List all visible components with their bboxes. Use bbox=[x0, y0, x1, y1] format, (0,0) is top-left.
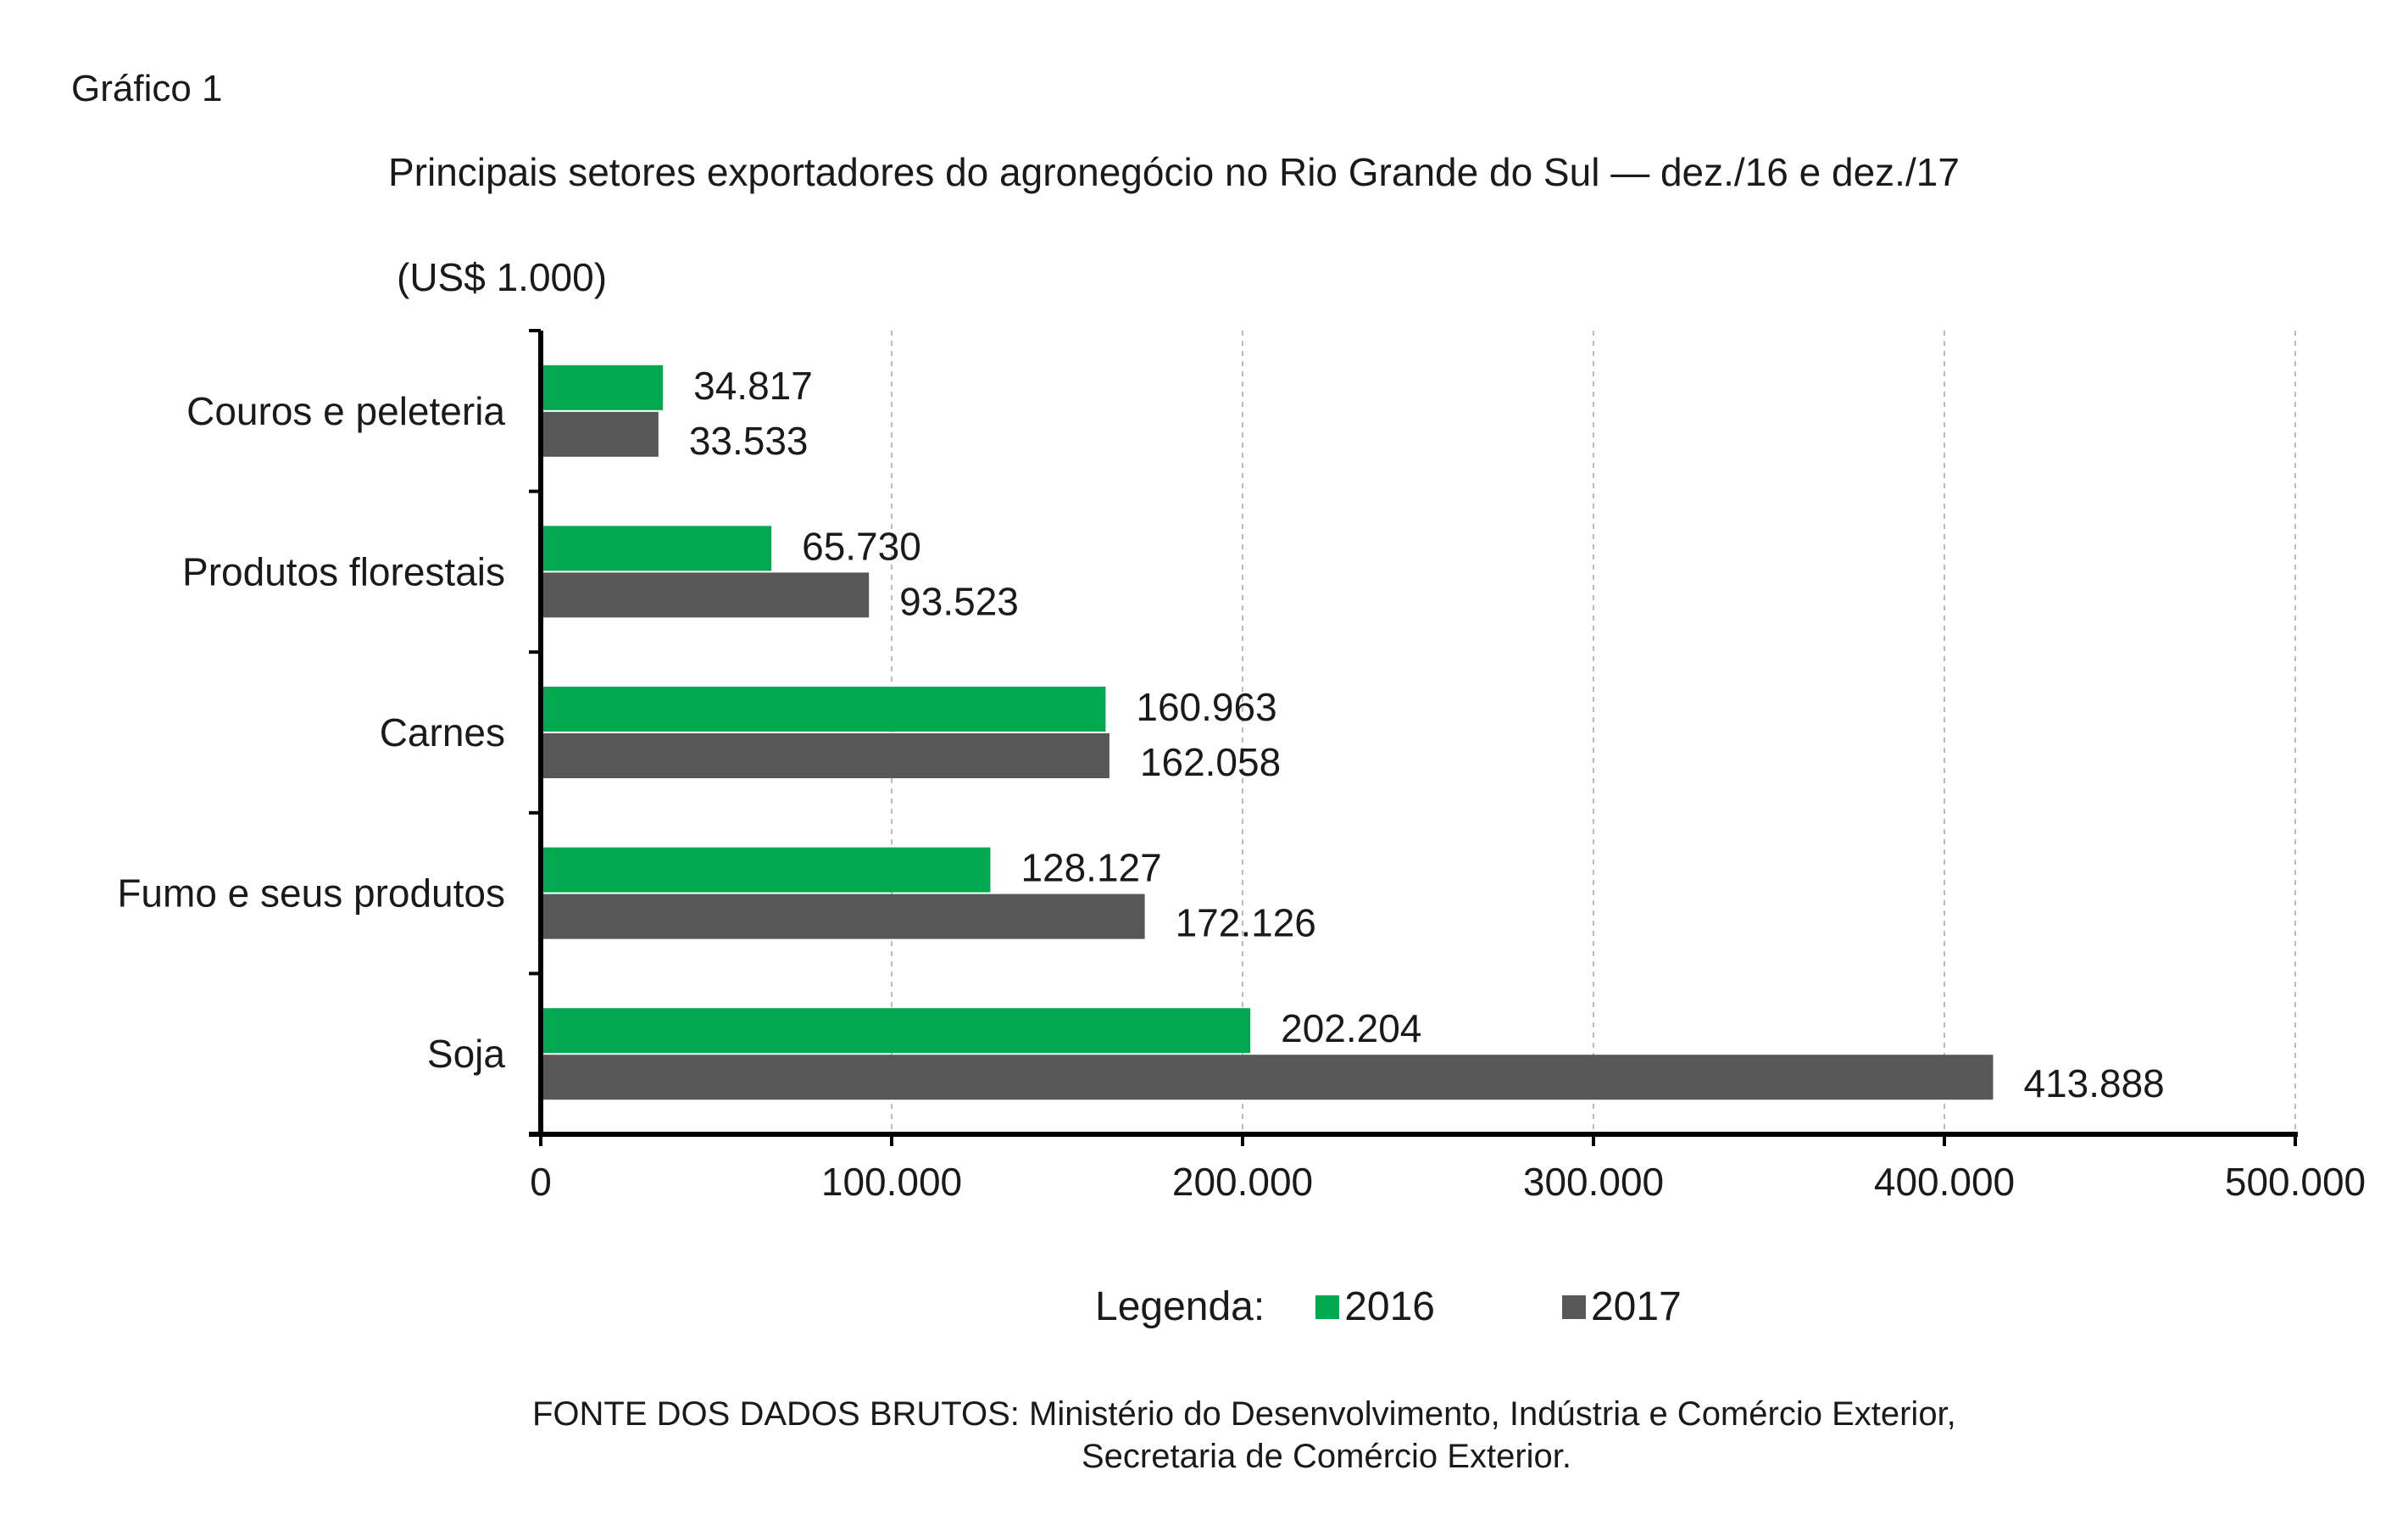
category-label: Produtos florestais bbox=[182, 549, 505, 593]
legend-swatch-2017 bbox=[1561, 1294, 1586, 1319]
data-label-2017: 93.523 bbox=[899, 579, 1019, 623]
bar-2016 bbox=[541, 526, 772, 571]
axes bbox=[529, 329, 2298, 1146]
data-label-2016: 160.963 bbox=[1136, 685, 1276, 729]
legend-swatch-2016 bbox=[1315, 1294, 1340, 1319]
data-label-2016: 128.127 bbox=[1020, 846, 1161, 890]
x-tick-label: 100.000 bbox=[821, 1160, 962, 1204]
category-label: Carnes bbox=[380, 710, 505, 754]
bar-2016 bbox=[541, 687, 1106, 732]
chart-title: Principais setores exportadores do agron… bbox=[388, 150, 1960, 194]
data-label-2016: 34.817 bbox=[693, 364, 813, 408]
legend-item-2016: 2016 bbox=[1315, 1283, 1435, 1330]
legend-item-2017: 2017 bbox=[1561, 1283, 1682, 1330]
source-note-line2: Secretaria de Comércio Exterior. bbox=[1082, 1438, 1572, 1475]
bar-2017 bbox=[541, 894, 1145, 939]
bar-2017 bbox=[541, 1055, 1994, 1100]
x-tick-label: 300.000 bbox=[1523, 1160, 1664, 1204]
data-label-2016: 202.204 bbox=[1281, 1006, 1421, 1050]
x-tick-label: 500.000 bbox=[2225, 1160, 2366, 1204]
bar-2017 bbox=[541, 572, 870, 618]
bar-2016 bbox=[541, 1008, 1251, 1054]
category-label: Fumo e seus produtos bbox=[117, 871, 505, 916]
category-label: Soja bbox=[427, 1032, 505, 1076]
figure-label: Gráfico 1 bbox=[71, 68, 223, 109]
legend-label-2017: 2017 bbox=[1590, 1284, 1682, 1329]
legend-label-2016: 2016 bbox=[1344, 1284, 1435, 1329]
x-tick-label: 0 bbox=[530, 1160, 552, 1204]
data-label-2017: 33.533 bbox=[689, 419, 809, 463]
legend: Legenda: 2016 2017 bbox=[1095, 1283, 1682, 1330]
bar-2017 bbox=[541, 733, 1109, 778]
bars bbox=[541, 365, 1994, 1100]
unit-label: (US$ 1.000) bbox=[397, 255, 608, 299]
x-tick-label: 200.000 bbox=[1172, 1160, 1313, 1204]
category-label: Couros e peleteria bbox=[186, 389, 505, 433]
data-label-2017: 172.126 bbox=[1176, 901, 1316, 945]
bar-2017 bbox=[541, 411, 659, 457]
bar-2016 bbox=[541, 847, 991, 893]
bar-2016 bbox=[541, 365, 664, 410]
data-label-2016: 65.730 bbox=[802, 524, 921, 568]
bar-chart: 0 100.000 200.000 300.000 400.000 500.000 Cour… bbox=[117, 329, 2366, 1204]
data-label-2017: 413.888 bbox=[2023, 1061, 2164, 1105]
data-label-2017: 162.058 bbox=[1140, 740, 1281, 784]
x-tick-label: 400.000 bbox=[1874, 1160, 2015, 1204]
source-note-line1: FONTE DOS DADOS BRUTOS: Ministério do De… bbox=[532, 1395, 1956, 1433]
gridlines bbox=[891, 331, 2296, 1134]
labels: 0 100.000 200.000 300.000 400.000 500.000 Cour… bbox=[117, 364, 2366, 1204]
legend-title: Legenda: bbox=[1095, 1284, 1265, 1329]
